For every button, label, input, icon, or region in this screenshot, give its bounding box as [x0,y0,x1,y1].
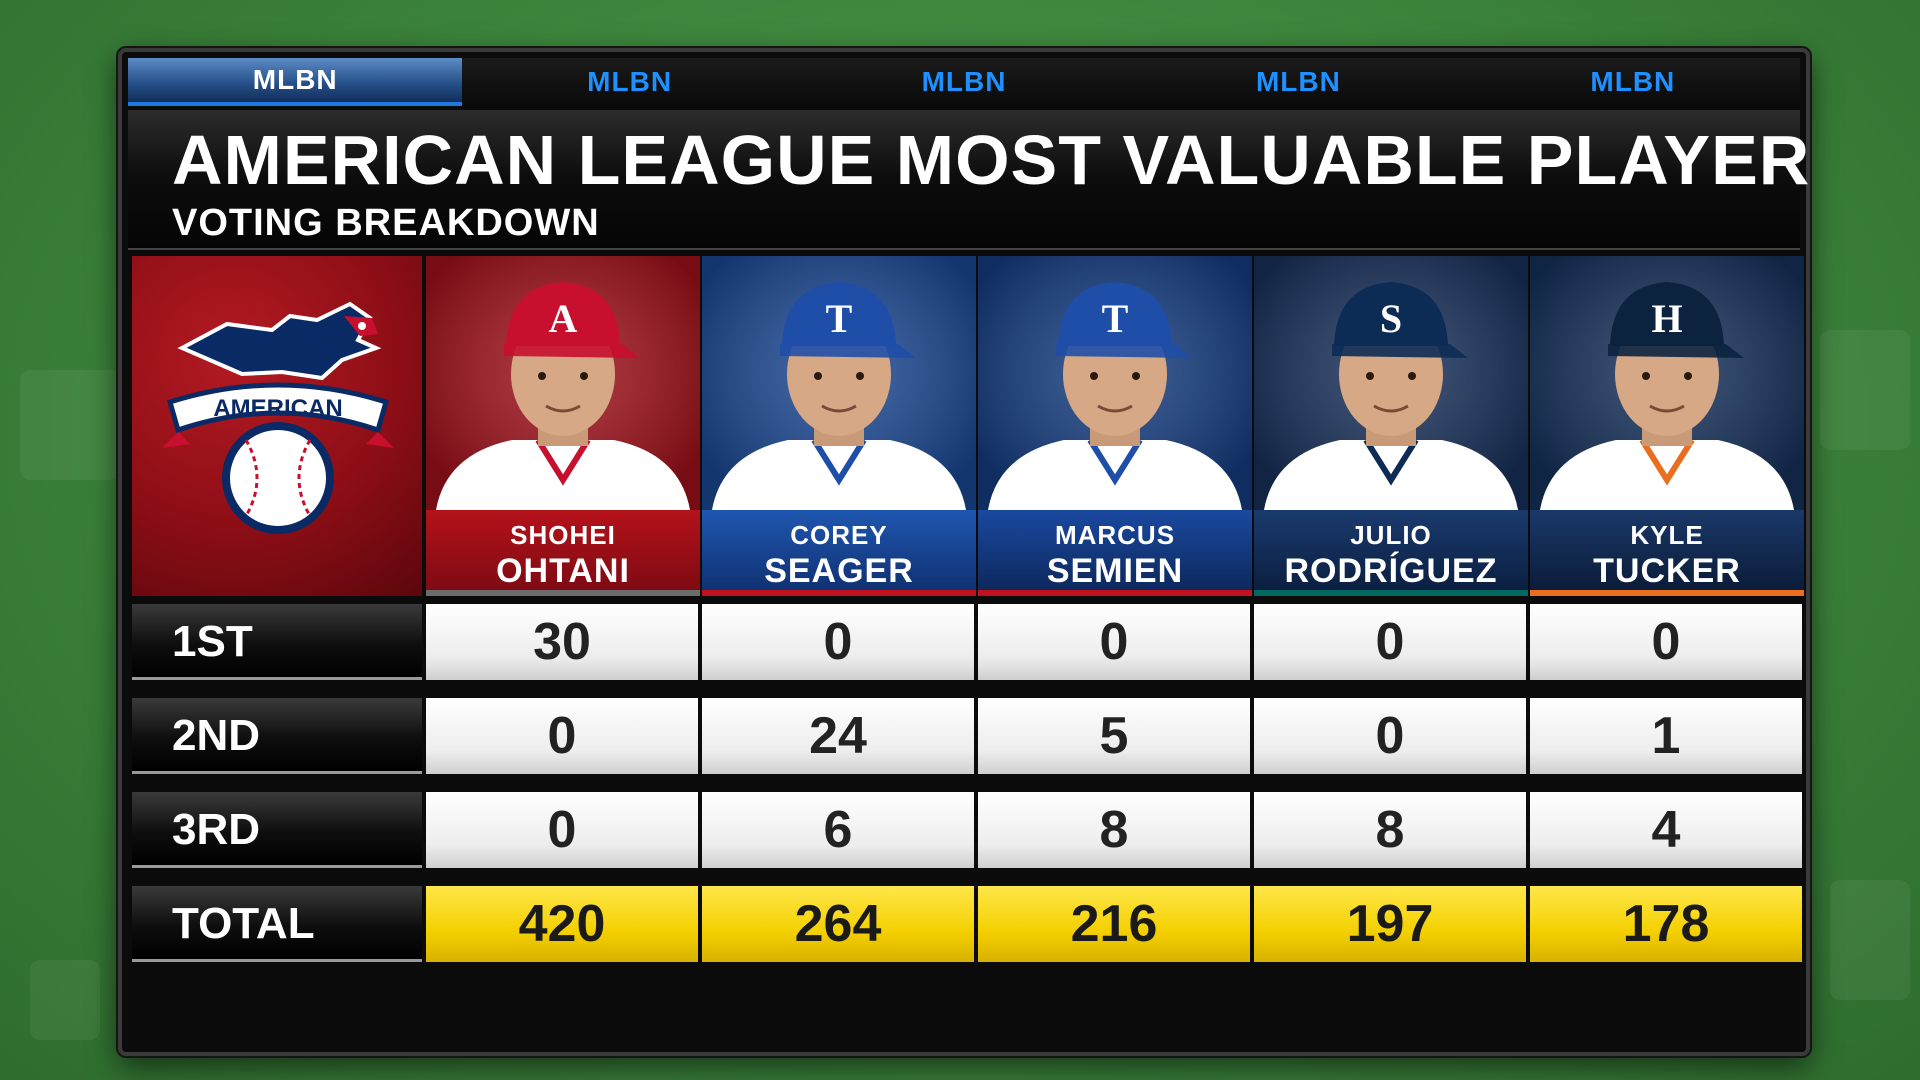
team-accent-stripe [426,590,700,596]
cap-logo-letter: S [1380,296,1402,341]
background-tile [1830,880,1910,1000]
page-title: AMERICAN LEAGUE MOST VALUABLE PLAYER [172,121,1811,199]
player-column: S JULIO RODRÍGUEZ [1254,256,1528,596]
vote-row: 3RD 0 6 8 8 4 [132,792,1804,868]
total-points-cell: 420 [426,886,698,962]
vote-count-cell: 0 [1254,604,1526,680]
mvp-voting-panel: MLBN MLBN MLBN MLBN MLBN AMERICAN LEAGUE… [118,48,1810,1056]
vote-count-cell: 0 [702,604,974,680]
team-accent-stripe [978,590,1252,596]
network-tab: MLBN [587,66,673,97]
player-name-plate: KYLE TUCKER [1530,510,1804,596]
network-tab: MLBN [128,58,463,106]
background-tile [20,370,120,480]
row-label: TOTAL [132,886,422,962]
player-column: A SHOHEI OHTANI [426,256,700,596]
team-accent-stripe [1254,590,1528,596]
player-first-name: JULIO [1350,520,1432,550]
player-name-plate: COREY SEAGER [702,510,976,596]
player-name-plate: MARCUS SEMIEN [978,510,1252,596]
background-tile [30,960,100,1040]
total-points-cell: 197 [1254,886,1526,962]
vote-count-cell: 8 [1254,792,1526,868]
vote-count-cell: 24 [702,698,974,774]
row-label: 1ST [132,604,422,680]
network-tab: MLBN [1255,66,1341,97]
vote-count-cell: 6 [702,792,974,868]
player-column: H KYLE TUCKER [1530,256,1804,596]
player-headshot: A [426,256,700,510]
player-last-name: TUCKER [1593,552,1741,590]
vote-count-cell: 0 [1530,604,1802,680]
player-last-name: RODRÍGUEZ [1284,552,1498,590]
player-last-name: SEAGER [764,552,914,590]
vote-count-cell: 0 [1254,698,1526,774]
vote-count-cell: 5 [978,698,1250,774]
vote-count-cell: 0 [426,698,698,774]
vote-count-cell: 8 [978,792,1250,868]
vote-count-cell: 30 [426,604,698,680]
player-first-name: COREY [790,520,888,550]
player-last-name: OHTANI [496,552,630,590]
player-headshot: H [1530,256,1804,510]
total-points-cell: 264 [702,886,974,962]
total-points-cell: 178 [1530,886,1802,962]
vote-row: 2ND 0 24 5 0 1 [132,698,1804,774]
cap-logo-letter: H [1651,296,1682,341]
vote-count-cell: 1 [1530,698,1802,774]
vote-row: TOTAL 420 264 216 197 178 [132,886,1804,962]
player-first-name: KYLE [1630,520,1704,550]
cap-logo-letter: A [549,296,578,341]
logo-text: AMERICAN [213,395,342,422]
cap-logo-letter: T [1102,296,1129,341]
american-league-eagle-logo-icon: AMERICAN [162,301,394,534]
team-accent-stripe [1530,590,1804,596]
player-first-name: SHOHEI [510,520,616,550]
vote-count-cell: 0 [978,604,1250,680]
player-headshot: T [702,256,976,510]
vote-count-cell: 0 [426,792,698,868]
player-column: T COREY SEAGER [702,256,976,596]
network-tab: MLBN [1590,66,1676,97]
total-points-cell: 216 [978,886,1250,962]
player-name-plate: SHOHEI OHTANI [426,510,700,596]
player-column: T MARCUS SEMIEN [978,256,1252,596]
row-label: 3RD [132,792,422,868]
cap-logo-letter: T [826,296,853,341]
player-headshot: S [1254,256,1528,510]
player-first-name: MARCUS [1054,520,1176,550]
page-subtitle: VOTING BREAKDOWN [172,202,600,244]
row-label: 2ND [132,698,422,774]
network-tab: MLBN [921,66,1007,97]
player-name-plate: JULIO RODRÍGUEZ [1254,510,1528,596]
background-tile [1820,330,1910,450]
team-accent-stripe [702,590,976,596]
vote-count-cell: 4 [1530,792,1802,868]
player-last-name: SEMIEN [1046,552,1184,590]
vote-row: 1ST 30 0 0 0 0 [132,604,1804,680]
network-tab-strip: MLBN MLBN MLBN MLBN MLBN [128,58,1800,106]
player-headshot: T [978,256,1252,510]
title-bar: AMERICAN LEAGUE MOST VALUABLE PLAYER VOT… [128,110,1809,250]
american-league-logo-cell: AMERICAN [132,256,422,596]
